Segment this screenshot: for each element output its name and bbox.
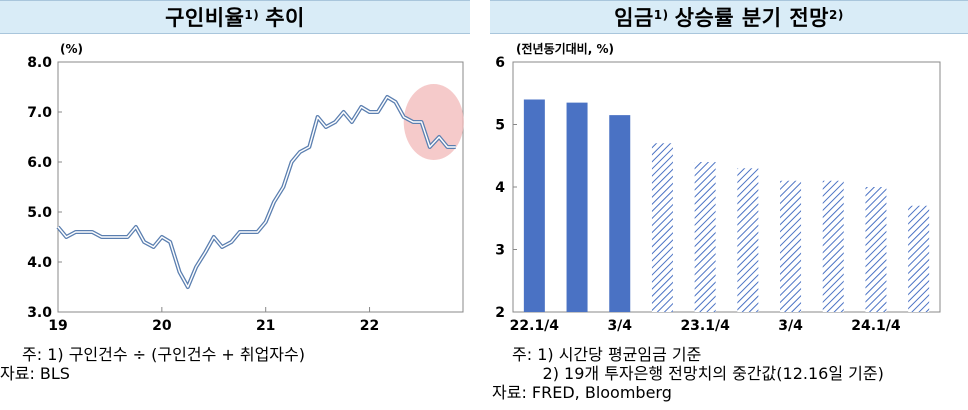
left-x-tick-label: 19	[48, 318, 67, 334]
left-x-tick-label: 21	[256, 318, 275, 334]
right-x-tick-label: 3/4	[778, 318, 803, 334]
left-y-tick-label: 8.0	[27, 55, 52, 71]
right-note-2: 2) 19개 투자은행 전망치의 중간값(12.16일 기준)	[512, 364, 884, 383]
left-title-bar: 구인비율 1) 추이	[0, 0, 470, 34]
right-bar	[865, 187, 887, 312]
left-note-1: 주: 1) 구인건수 ÷ (구인건수 + 취업자수)	[22, 345, 305, 364]
left-unit-label: (%)	[60, 42, 83, 56]
right-bar	[566, 102, 588, 312]
right-bar	[523, 99, 545, 312]
left-y-tick-label: 7.0	[27, 105, 52, 121]
right-x-tick-label: 22.1/4	[510, 318, 560, 334]
right-y-tick-label: 3	[495, 243, 505, 259]
left-source: 자료: BLS	[0, 364, 70, 383]
right-bar	[737, 168, 759, 312]
left-panel: 구인비율 1) 추이	[0, 0, 470, 34]
right-bar	[651, 143, 673, 312]
right-note-1: 주: 1) 시간당 평균임금 기준	[512, 345, 702, 364]
left-title-footnote: 1)	[244, 8, 260, 22]
left-plot-frame	[57, 61, 464, 313]
right-x-tick-label: 24.1/4	[851, 318, 901, 334]
left-title-suffix: 추이	[265, 6, 305, 30]
left-title: 구인비율	[165, 6, 245, 30]
right-source: 자료: FRED, Bloomberg	[492, 383, 672, 402]
left-y-tick-label: 3.0	[27, 305, 52, 321]
right-title-footnote-2: 2)	[829, 8, 844, 22]
right-bar	[822, 180, 844, 312]
right-y-tick-label: 2	[495, 305, 505, 321]
right-x-tick-label: 3/4	[607, 318, 632, 334]
left-y-tick-label: 6.0	[27, 155, 52, 171]
left-y-tick-label: 4.0	[27, 255, 52, 271]
left-y-tick-label: 5.0	[27, 205, 52, 221]
right-y-tick-label: 4	[495, 180, 505, 196]
right-x-tick-label: 23.1/4	[680, 318, 730, 334]
right-title-bar: 임금 1) 상승률 분기 전망 2)	[490, 0, 968, 34]
left-x-tick-label: 20	[152, 318, 172, 334]
right-title: 임금	[614, 6, 654, 30]
left-series-line-inner	[57, 96, 456, 288]
right-bar	[780, 180, 802, 312]
right-y-tick-label: 6	[495, 55, 505, 71]
right-unit-label: (전년동기대비, %)	[516, 41, 614, 56]
right-title-footnote: 1)	[653, 8, 669, 22]
right-y-tick-label: 5	[495, 118, 505, 134]
right-bar	[609, 115, 631, 312]
right-bar	[694, 162, 716, 312]
right-title-suffix: 상승률 분기 전망	[674, 6, 829, 30]
left-highlight-ellipse	[403, 84, 464, 160]
left-x-tick-label: 22	[360, 318, 379, 334]
right-panel: 임금 1) 상승률 분기 전망 2)	[490, 0, 968, 34]
right-bar	[908, 205, 930, 312]
